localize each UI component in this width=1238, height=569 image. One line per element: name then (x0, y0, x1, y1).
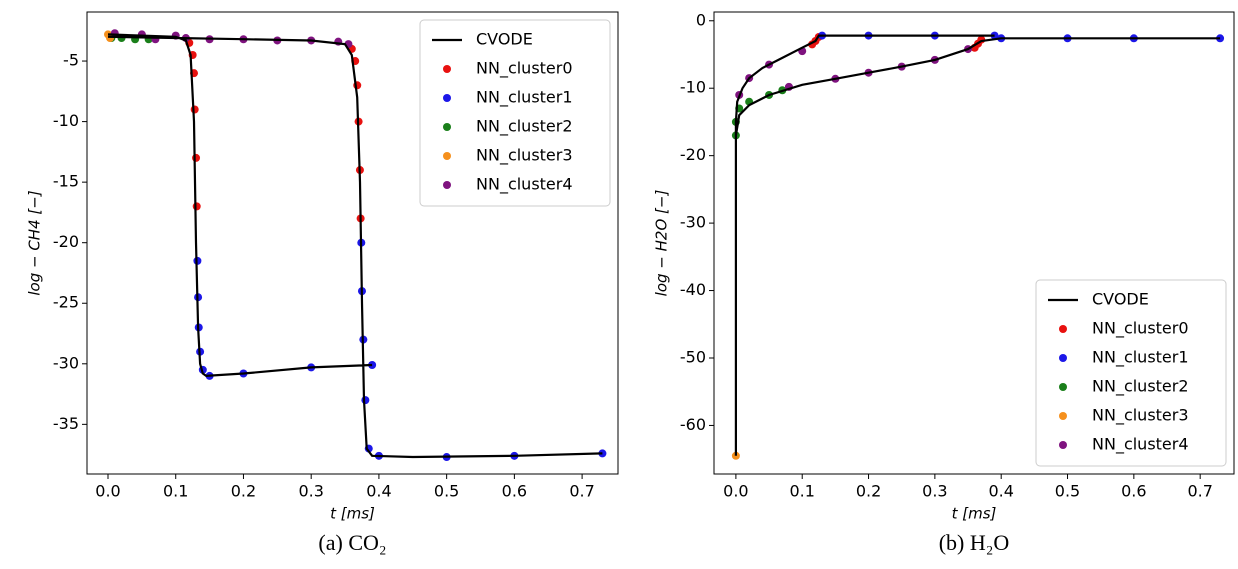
data-point (192, 202, 201, 211)
x-tick-label: 0.3 (922, 482, 947, 501)
y-tick-label: -5 (63, 51, 79, 70)
legend-label: NN_cluster0 (476, 59, 573, 79)
y-tick-label: -30 (680, 213, 706, 232)
legend-swatch (443, 65, 451, 73)
legend-swatch (1059, 325, 1067, 333)
y-tick-label: -10 (53, 111, 79, 130)
data-point (192, 153, 201, 162)
x-tick-label: 0.1 (163, 482, 188, 501)
data-point (368, 361, 377, 370)
x-axis-label: t [ms] (330, 505, 375, 523)
y-tick-label: -20 (53, 232, 79, 251)
legend-label: NN_cluster0 (1092, 319, 1189, 339)
x-tick-label: 0.0 (95, 482, 120, 501)
legend-label: NN_cluster1 (476, 88, 573, 108)
x-tick-label: 0.4 (366, 482, 391, 501)
data-line (734, 34, 1221, 456)
legend-label: CVODE (1092, 290, 1149, 309)
y-axis-label: log − CH4 [−] (26, 190, 44, 295)
caption: (b) H₂O (939, 530, 1010, 555)
data-point (361, 396, 370, 405)
legend-box (1035, 279, 1227, 467)
legend-label: NN_cluster1 (1092, 348, 1189, 368)
data-point (598, 449, 607, 458)
x-tick-label: 0.5 (434, 482, 459, 501)
legend-label: NN_cluster4 (1092, 435, 1189, 455)
legend-swatch (1059, 354, 1067, 362)
x-tick-label: 0.6 (1121, 482, 1146, 501)
x-tick-label: 0.3 (298, 482, 323, 501)
x-tick-label: 0.6 (502, 482, 527, 501)
legend-label: NN_cluster4 (476, 175, 573, 195)
x-tick-label: 0.7 (569, 482, 594, 501)
x-axis-label: t [ms] (952, 505, 997, 523)
legend-label: NN_cluster2 (476, 117, 573, 137)
y-tick-label: -50 (680, 347, 706, 366)
data-line (107, 33, 603, 459)
y-tick-label: 0 (696, 10, 706, 29)
y-tick-label: -30 (53, 353, 79, 372)
y-tick-label: -15 (53, 172, 79, 191)
legend-label: NN_cluster2 (1092, 377, 1189, 397)
y-tick-label: -10 (680, 78, 706, 97)
legend-swatch (443, 152, 451, 160)
data-point (190, 105, 199, 114)
legend-swatch (443, 123, 451, 131)
y-tick-label: -35 (53, 414, 79, 433)
plot-frame (713, 11, 1235, 475)
legend-swatch (443, 181, 451, 189)
legend-label: CVODE (476, 30, 533, 49)
y-tick-label: -20 (680, 145, 706, 164)
x-tick-label: 0.1 (789, 482, 814, 501)
y-tick-label: -25 (53, 293, 79, 312)
y-axis-label: log − H2O [−] (653, 190, 671, 297)
legend: CVODE NN_cluster0 NN_cluster1 NN_cluster2 NN… (419, 19, 611, 207)
x-tick-label: 0.2 (856, 482, 881, 501)
y-tick-label: -40 (680, 280, 706, 299)
x-tick-label: 0.2 (231, 482, 256, 501)
legend-label: NN_cluster3 (1092, 406, 1189, 426)
subplot: 0.0 0.1 0.2 0.3 0.4 0.5 0.6 0.7 -5 -10 -15 -20 -25 -3… (26, 11, 619, 555)
x-tick-label: 0.5 (1055, 482, 1080, 501)
legend: CVODE NN_cluster0 NN_cluster1 NN_cluster2 NN… (1035, 279, 1227, 467)
y-tick-label: -60 (680, 415, 706, 434)
caption: (a) CO₂ (318, 530, 386, 555)
legend-swatch (1059, 441, 1067, 449)
legend-swatch (443, 94, 451, 102)
subplot: 0.0 0.1 0.2 0.3 0.4 0.5 0.6 0.7 0 -10 -20 -30 -40 -50… (653, 10, 1235, 555)
legend-label: NN_cluster3 (476, 146, 573, 166)
x-tick-label: 0.7 (1187, 482, 1212, 501)
x-tick-label: 0.4 (988, 482, 1013, 501)
x-tick-label: 0.0 (723, 482, 748, 501)
legend-box (419, 19, 611, 207)
legend-swatch (1059, 412, 1067, 420)
legend-swatch (1059, 383, 1067, 391)
